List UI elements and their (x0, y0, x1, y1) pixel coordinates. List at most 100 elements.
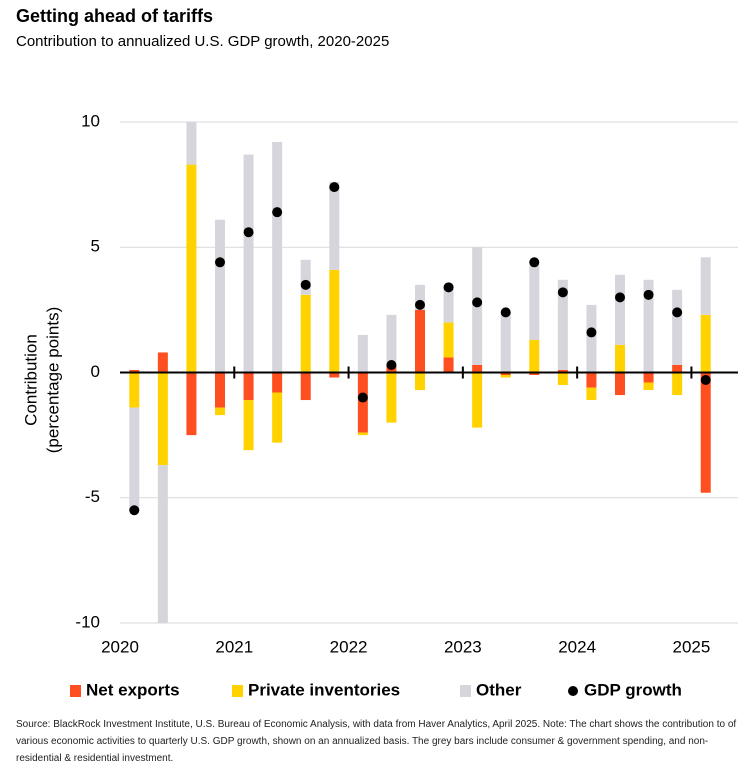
bar-segment (672, 289, 683, 365)
gdp-dot (672, 307, 683, 318)
legend-label: Private inventories (248, 680, 400, 699)
x-tick-label: 2025 (673, 637, 711, 656)
gdp-dot (443, 282, 454, 293)
bar-segment (329, 182, 340, 270)
legend-swatch (460, 685, 471, 697)
bar-segment (129, 407, 140, 511)
y-tick-label: -5 (85, 487, 100, 506)
bar-segment (357, 334, 368, 373)
bar-segment (557, 372, 568, 386)
gdp-dot (243, 227, 254, 238)
bar-segment (500, 375, 511, 378)
bar-segment (672, 372, 683, 396)
bar-segment (672, 364, 683, 373)
gdp-dot (643, 289, 654, 300)
gdp-dot (700, 375, 711, 386)
bar-segment (329, 372, 340, 378)
bar-segment (386, 314, 397, 365)
bar-segment (186, 164, 197, 373)
bar-segment (272, 392, 283, 443)
bar-segment (643, 279, 654, 373)
bar-segment (500, 372, 511, 376)
bar-segment (215, 219, 225, 373)
chart: Getting ahead of tariffs Contribution to… (16, 6, 738, 699)
source-note: Source: BlackRock Investment Institute, … (16, 719, 737, 764)
x-tick-label: 2020 (101, 637, 139, 656)
legend-swatch (232, 685, 243, 697)
bar-segment (129, 369, 140, 373)
gdp-dot (357, 392, 368, 403)
bar-segment (615, 344, 625, 373)
bar-segment (443, 357, 454, 373)
bar-segment (415, 284, 425, 310)
legend-swatch (70, 685, 81, 697)
legend-swatch (568, 686, 578, 696)
bar-segment (186, 122, 197, 165)
bar-segment (700, 257, 711, 315)
grid: -10 -5 0 5 10 (75, 111, 738, 631)
bar-segment (243, 154, 254, 373)
bar-segment (472, 364, 483, 373)
bar-segment (557, 279, 568, 370)
bar-segment (529, 339, 540, 373)
y-axis-label-line: (percentage points) (43, 307, 62, 453)
legend: Net exports Private inventories Other GDP g… (70, 680, 682, 699)
gdp-dot (415, 299, 425, 310)
bar-segment (529, 262, 540, 340)
y-tick-label: 5 (91, 237, 100, 256)
gdp-dot (329, 182, 340, 193)
bar-segment (443, 287, 454, 323)
bar-segment (472, 372, 483, 428)
bar-segment (272, 142, 283, 373)
gdp-dot (386, 359, 397, 370)
bar-segment (700, 372, 711, 493)
bar-segment (272, 372, 283, 393)
bar-segment (643, 372, 654, 383)
bar-segment (157, 465, 168, 623)
bar-segment (329, 269, 340, 373)
gdp-dot (615, 292, 625, 303)
chart-subtitle: Contribution to annualized U.S. GDP grow… (16, 33, 389, 50)
bar-segment (557, 369, 568, 373)
legend-label: Other (476, 680, 522, 699)
bar-segment (186, 372, 197, 436)
legend-label: GDP growth (584, 680, 682, 699)
y-tick-label: 10 (81, 111, 100, 130)
chart-title: Getting ahead of tariffs (16, 6, 213, 26)
bar-segment (129, 372, 140, 408)
gdp-dot (500, 307, 511, 318)
bar-segment (615, 372, 625, 396)
bar-segment (586, 304, 597, 373)
x-tick-label: 2024 (558, 637, 596, 656)
bar-segment (300, 372, 311, 401)
bar-segment (643, 382, 654, 391)
gdp-dot (300, 279, 311, 290)
gdp-dot (557, 287, 568, 298)
bar-segment (586, 372, 597, 388)
bars (129, 122, 711, 623)
dots (129, 182, 711, 516)
bar-segment (215, 407, 225, 416)
bar-segment (357, 372, 368, 433)
legend-label: Net exports (86, 680, 180, 699)
bar-segment (615, 274, 625, 345)
bar-segment (300, 259, 311, 295)
gdp-dot (472, 297, 483, 308)
bar-segment (529, 372, 540, 376)
bar-segment (243, 372, 254, 401)
bar-segment (586, 387, 597, 401)
y-axis-label: Contribution (percentage points) (21, 307, 62, 453)
axis: 2020 2021 2022 2023 2024 2025 (101, 366, 738, 656)
bar-segment (357, 432, 368, 436)
x-tick-label: 2023 (444, 637, 482, 656)
x-tick-label: 2022 (330, 637, 368, 656)
bar-segment (443, 322, 454, 358)
bar-segment (215, 372, 225, 408)
bar-segment (500, 312, 511, 373)
gdp-dot (586, 327, 597, 338)
gdp-dot (529, 257, 540, 268)
gdp-dot (272, 207, 283, 218)
y-tick-label: -10 (75, 612, 100, 631)
bar-segment (300, 294, 311, 373)
